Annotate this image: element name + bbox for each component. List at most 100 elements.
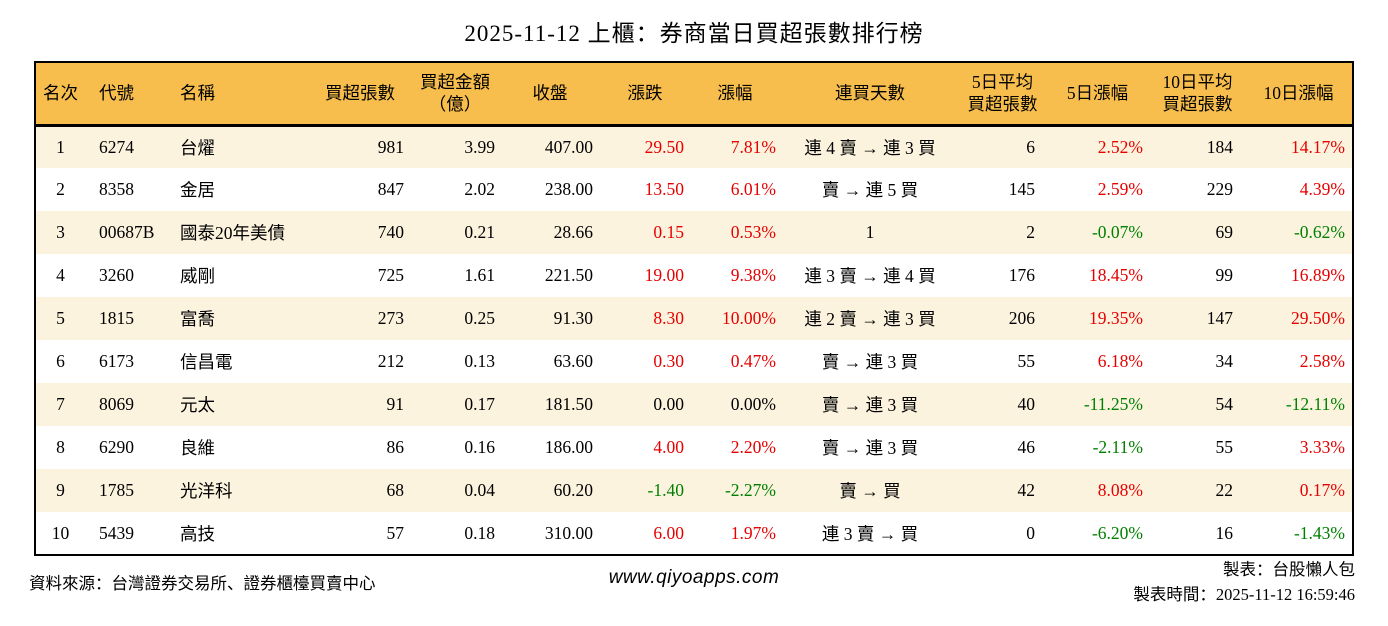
cell-streak: 連 3 賣 → 連 4 買 — [804, 266, 936, 286]
cell-change: -1.40 — [647, 480, 684, 500]
cell-pct5: 19.35% — [1089, 308, 1143, 328]
cell-change_pct: 0.00% — [730, 394, 776, 414]
cell-avg10: 184 — [1206, 136, 1233, 157]
cell-net_volume: 740 — [377, 222, 404, 242]
cell-change_pct: -2.27% — [724, 480, 776, 500]
broker-netbuy-rank-table: 名次 代號 名稱 買超張數 買超金額 （億） 收盤 漲跌 漲幅 連買天數 5日平均 買超張數 5日漲幅 1… — [34, 61, 1354, 556]
website-watermark: www.qiyoapps.com — [608, 567, 780, 588]
table-row: 8 6290 良維 86 0.16 186.00 4.00 2.20% 賣 → 連 3 買 46 -… — [35, 426, 1353, 469]
cell-streak: 連 2 賣 → 連 3 買 — [804, 309, 936, 329]
cell-avg10: 229 — [1206, 179, 1233, 199]
cell-close: 181.50 — [544, 394, 593, 414]
cell-change_pct: 9.38% — [730, 265, 776, 285]
cell-code: 6274 — [99, 136, 134, 157]
cell-change: 0.00 — [653, 394, 684, 414]
cell-net_volume: 57 — [386, 522, 405, 543]
cell-pct10: 2.58% — [1299, 351, 1345, 371]
cell-streak: 連 3 賣 → 買 — [821, 523, 919, 544]
cell-pct5: 2.59% — [1097, 179, 1143, 199]
cell-pct5: -0.07% — [1091, 222, 1143, 242]
data-source-note: 資料來源：台灣證券交易所、證券櫃檯買賣中心 — [29, 574, 376, 593]
cell-close: 221.50 — [544, 265, 593, 285]
cell-rank: 3 — [56, 222, 65, 242]
cell-pct5: -11.25% — [1083, 394, 1143, 414]
cell-net_amount: 0.04 — [464, 480, 495, 500]
cell-change_pct: 6.01% — [730, 179, 776, 199]
cell-change: 4.00 — [653, 437, 684, 457]
table-row: 5 1815 富喬 273 0.25 91.30 8.30 10.00% 連 2 賣 → 連 3… — [35, 297, 1353, 340]
table-row: 2 8358 金居 847 2.02 238.00 13.50 6.01% 賣 → 連 5 買 1… — [35, 168, 1353, 211]
table-row: 6 6173 信昌電 212 0.13 63.60 0.30 0.47% 賣 → 連 3 買 55… — [35, 340, 1353, 383]
cell-change_pct: 1.97% — [730, 522, 776, 543]
column-header-avg5: 5日平均 買超張數 — [960, 62, 1045, 127]
cell-pct10: 16.89% — [1291, 265, 1345, 285]
column-header-change: 漲跌 — [600, 62, 690, 127]
cell-pct10: -12.11% — [1285, 394, 1345, 414]
cell-pct5: 8.08% — [1097, 480, 1143, 500]
cell-net_amount: 0.18 — [464, 522, 495, 543]
cell-change_pct: 7.81% — [730, 136, 776, 157]
cell-pct5: 6.18% — [1097, 351, 1143, 371]
cell-code: 6173 — [99, 351, 134, 371]
cell-net_amount: 1.61 — [464, 265, 495, 285]
generated-time-line: 製表時間：2025-11-12 16:59:46 — [1133, 584, 1355, 604]
cell-pct10: 29.50% — [1291, 308, 1345, 328]
cell-change_pct: 2.20% — [730, 437, 776, 457]
cell-code: 00687B — [99, 222, 155, 242]
cell-rank: 4 — [56, 265, 65, 285]
cell-rank: 2 — [56, 179, 65, 199]
cell-avg10: 16 — [1215, 522, 1234, 543]
cell-change: 29.50 — [644, 136, 684, 157]
cell-net_volume: 91 — [386, 394, 405, 414]
cell-avg5: 206 — [1008, 308, 1035, 328]
cell-close: 28.66 — [553, 222, 593, 242]
cell-name: 金居 — [180, 180, 215, 200]
cell-net_amount: 0.21 — [464, 222, 495, 242]
cell-rank: 6 — [56, 351, 65, 371]
table-row: 10 5439 高技 57 0.18 310.00 6.00 1.97% 連 3 賣 → 買 0 -… — [35, 512, 1353, 555]
cell-change: 19.00 — [644, 265, 684, 285]
table-row: 4 3260 威剛 725 1.61 221.50 19.00 9.38% 連 3 賣 → 連 … — [35, 254, 1353, 297]
cell-pct10: 3.33% — [1299, 437, 1345, 457]
cell-avg5: 42 — [1017, 480, 1036, 500]
cell-net_amount: 0.16 — [464, 437, 495, 457]
cell-close: 91.30 — [553, 308, 593, 328]
cell-pct10: 0.17% — [1299, 480, 1345, 500]
cell-avg10: 54 — [1215, 394, 1234, 414]
column-header-pct10: 10日漲幅 — [1245, 62, 1353, 127]
cell-close: 60.20 — [553, 480, 593, 500]
table-header: 名次 代號 名稱 買超張數 買超金額 （億） 收盤 漲跌 漲幅 連買天數 5日平均 買超張數 5日漲幅 1… — [35, 62, 1353, 127]
cell-rank: 1 — [56, 136, 65, 157]
cell-streak: 1 — [865, 222, 875, 242]
cell-code: 6290 — [99, 437, 134, 457]
cell-name: 富喬 — [180, 309, 215, 329]
table-row: 1 6274 台燿 981 3.99 407.00 29.50 7.81% 連 4 賣 → 連 … — [35, 125, 1353, 168]
cell-rank: 9 — [56, 480, 65, 500]
cell-net_amount: 0.17 — [464, 394, 495, 414]
cell-net_volume: 847 — [377, 179, 404, 199]
cell-pct5: -6.20% — [1091, 522, 1143, 543]
cell-code: 8358 — [99, 179, 134, 199]
column-header-close: 收盤 — [500, 62, 600, 127]
cell-avg5: 2 — [1026, 222, 1035, 242]
cell-code: 3260 — [99, 265, 134, 285]
column-header-net_volume: 買超張數 — [310, 62, 410, 127]
cell-name: 光洋科 — [180, 481, 233, 501]
cell-avg5: 6 — [1026, 136, 1035, 157]
cell-net_amount: 0.13 — [464, 351, 495, 371]
cell-change: 0.15 — [653, 222, 684, 242]
cell-rank: 7 — [56, 394, 65, 414]
cell-avg10: 34 — [1215, 351, 1234, 371]
cell-avg5: 145 — [1008, 179, 1035, 199]
header-row: 名次 代號 名稱 買超張數 買超金額 （億） 收盤 漲跌 漲幅 連買天數 5日平均 買超張數 5日漲幅 1… — [35, 62, 1353, 127]
cell-net_volume: 725 — [377, 265, 404, 285]
cell-name: 國泰20年美債 — [180, 223, 285, 243]
cell-net_volume: 86 — [386, 437, 405, 457]
cell-net_amount: 0.25 — [464, 308, 495, 328]
cell-change: 8.30 — [653, 308, 684, 328]
author-line: 製表：台股懶人包 — [1223, 560, 1355, 579]
cell-avg10: 55 — [1215, 437, 1234, 457]
column-header-avg10: 10日平均 買超張數 — [1150, 62, 1245, 127]
cell-pct10: 4.39% — [1299, 179, 1345, 199]
cell-avg10: 69 — [1215, 222, 1234, 242]
